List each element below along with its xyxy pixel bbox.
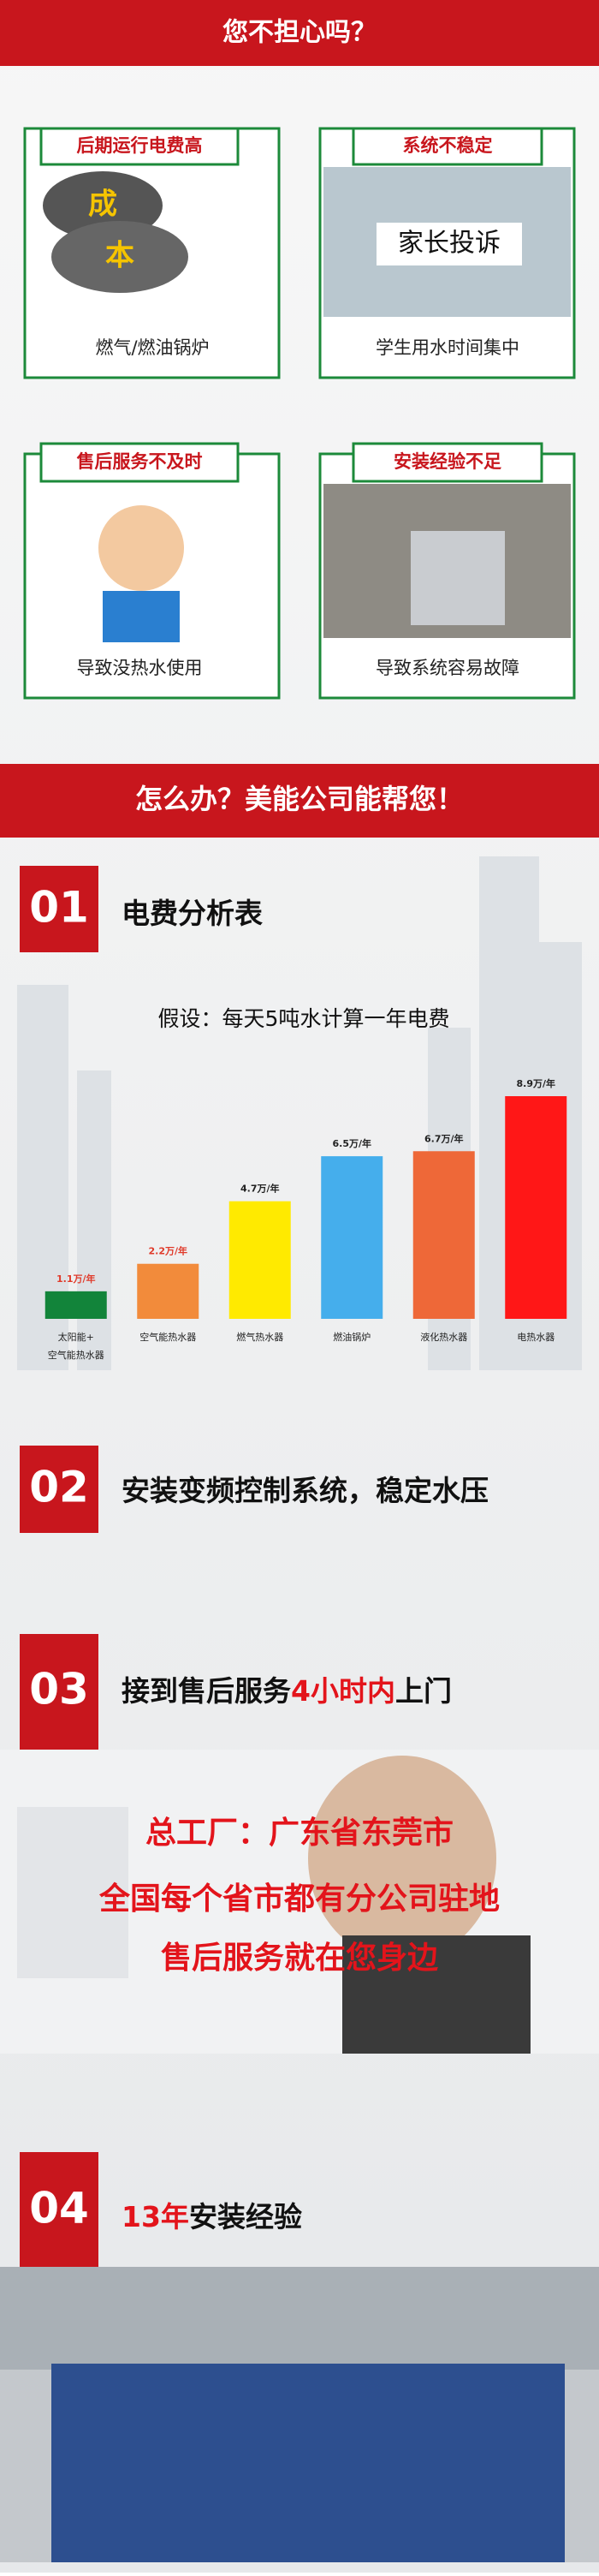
section-number-box [20,1634,98,1750]
image-text: 本 [105,239,134,273]
image-text: 成 [88,188,117,222]
section-number-box [20,866,98,952]
service-image [0,1750,599,2054]
x-tick-label: 空气能热水器 [139,1331,196,1343]
bar [228,1201,291,1319]
x-tick-label: 太阳能+空气能热水器 [48,1331,104,1361]
title-part: 安装经验 [189,2200,302,2233]
section-number: 02 [29,1463,89,1512]
card-caption: 学生用水时间集中 [376,337,519,358]
value-label: 6.7万/年 [424,1132,464,1144]
section-title: 电费分析表 [122,897,263,930]
section-number: 01 [29,883,89,933]
problem-card: 后期运行电费高 成 本 燃气/燃油锅炉 [23,127,281,379]
section-number-box [20,1446,98,1533]
service-line: 总工厂：广东省东莞市 [145,1816,454,1851]
x-tick-label: 燃油锅炉 [333,1331,371,1343]
bar [44,1291,107,1319]
x-tick-label: 液化热水器 [420,1331,467,1343]
bar [137,1263,199,1319]
bar [321,1156,383,1319]
section-number-box [20,2152,98,2267]
title-part: 接到售后服务 [122,1674,291,1708]
title-part: 13年 [122,2200,189,2233]
card-caption: 燃气/燃油锅炉 [95,337,209,358]
section-number: 03 [29,1665,89,1714]
section-title: 安装变频控制系统，稳定水压 [122,1474,489,1507]
value-label: 6.5万/年 [332,1137,371,1149]
title-part: 上门 [395,1674,452,1708]
chart-title: 假设：每天5吨水计算一年电费 [158,1006,450,1031]
card-title: 后期运行电费高 [77,135,203,156]
mid-banner [0,764,599,838]
problem-card: 售后服务不及时 导致没热水使用 [23,442,281,700]
service-line: 售后服务就在您身边 [161,1941,438,1976]
card-caption: 导致没热水使用 [77,658,203,678]
card-caption: 导致系统容易故障 [376,658,519,678]
title-part: 安装变频控制系统，稳定水压 [122,1474,489,1507]
bar [412,1151,475,1319]
image-text: 家长投诉 [398,229,501,259]
value-label: 8.9万/年 [516,1077,555,1089]
card-title: 安装经验不足 [394,451,501,472]
value-label: 1.1万/年 [56,1273,96,1285]
mid-banner-title: 怎么办？美能公司能帮您！ [135,783,464,815]
team-photo [0,2267,599,2562]
problem-card: 家长投诉 系统不稳定 学生用水时间集中 [318,127,576,379]
title-part: 电费分析表 [122,897,263,930]
section-title: 接到售后服务4小时内上门 [122,1674,452,1708]
top-banner-title: 您不担心吗？ [222,18,377,48]
value-label: 2.2万/年 [148,1245,187,1257]
service-line: 全国每个省市都有分公司驻地 [98,1881,500,1917]
bar [505,1096,567,1319]
x-tick-label: 燃气热水器 [236,1331,283,1343]
title-part: 4小时内 [291,1674,395,1708]
section-title: 13年安装经验 [122,2200,302,2233]
top-banner [0,0,599,66]
card-title: 系统不稳定 [403,135,493,156]
card-title: 售后服务不及时 [77,451,203,472]
section-number: 04 [29,2184,89,2233]
x-tick-label: 电热水器 [517,1332,555,1343]
value-label: 4.7万/年 [240,1183,280,1195]
problem-card: 安装经验不足 导致系统容易故障 [318,442,576,700]
